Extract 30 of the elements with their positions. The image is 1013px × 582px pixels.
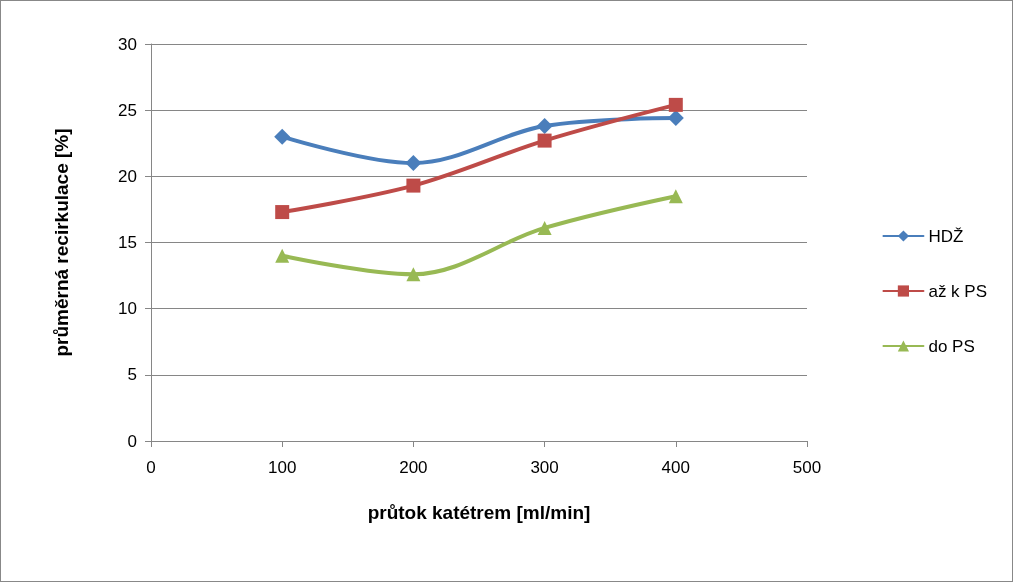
x-tick-label: 300	[530, 458, 559, 477]
y-tick-label: 0	[127, 431, 137, 451]
y-tick-label: 10	[118, 299, 137, 319]
x-tick-label: 100	[268, 458, 297, 477]
point	[537, 220, 552, 235]
point	[537, 133, 552, 148]
point	[536, 118, 553, 135]
legend-label: až k PS	[928, 281, 988, 301]
y-axis-title: průměrná recirkulace [%]	[51, 128, 72, 357]
legend-label: HDŽ	[928, 226, 964, 246]
legend-label: do PS	[928, 336, 975, 356]
x-axis-title: průtok katétrem [ml/min]	[367, 502, 591, 523]
point	[668, 97, 683, 112]
point	[275, 248, 290, 263]
point	[668, 189, 683, 204]
y-tick-label: 15	[118, 233, 137, 252]
x-tick-label: 0	[146, 458, 156, 477]
point	[405, 155, 422, 172]
point	[406, 178, 421, 193]
y-tick-label: 30	[118, 34, 137, 54]
x-tick-label: 400	[661, 458, 690, 477]
x-tick-label: 200	[399, 458, 428, 477]
point	[275, 205, 290, 220]
point	[406, 267, 421, 282]
y-tick-label: 25	[118, 100, 137, 120]
x-tick-label: 500	[792, 458, 822, 477]
point	[274, 128, 291, 145]
y-tick-label: 5	[127, 365, 137, 385]
y-tick-label: 20	[118, 166, 137, 186]
point	[667, 110, 684, 127]
